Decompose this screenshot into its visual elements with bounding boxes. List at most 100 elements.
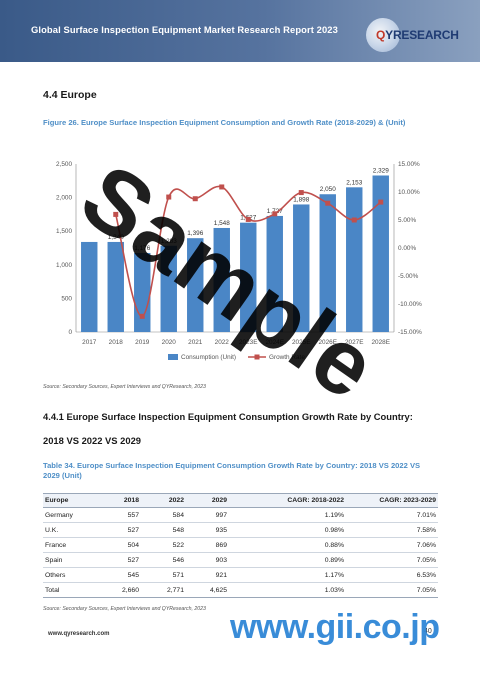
qyresearch-logo: QYRESEARCH <box>362 18 467 52</box>
table-cell: 545 <box>115 567 141 583</box>
table-row: U.K. 527 548 935 0.98% 7.58% <box>43 522 438 538</box>
y-right-tick-label: -10.00% <box>398 301 422 308</box>
table-cell: France <box>43 537 115 553</box>
table-cell: 869 <box>186 537 229 553</box>
growth-rate-marker <box>139 313 145 319</box>
growth-rate-marker <box>325 200 331 206</box>
table-cell: 584 <box>141 507 186 523</box>
table-source-note: Source: Secondary Sources, Expert Interv… <box>43 606 206 612</box>
table-header-row: Europe 2018 2022 2029 CAGR: 2018-2022 CA… <box>43 493 438 508</box>
chart-bar <box>213 227 230 332</box>
chart-svg: 0 500 1,000 1,500 2,000 2,500 -15.00% -10.00% -5… <box>56 161 422 361</box>
table-header-cell: CAGR: 2018-2022 <box>229 493 346 508</box>
table-cell: 1.17% <box>229 567 346 583</box>
x-tick-label: 2019 <box>135 339 150 346</box>
y-left-tick-label: 500 <box>61 295 72 302</box>
table-cell: 7.01% <box>346 507 438 523</box>
table-row: Spain 527 546 903 0.89% 7.05% <box>43 552 438 568</box>
footer-website-link[interactable]: www.qyresearch.com <box>48 631 110 637</box>
y-right-tick-label: 15.00% <box>398 161 420 168</box>
logo-globe-icon <box>366 18 400 52</box>
table-row: France 504 522 869 0.88% 7.06% <box>43 537 438 553</box>
table-header-cell: 2029 <box>186 493 229 508</box>
legend-bar-swatch <box>168 354 178 360</box>
growth-rate-line <box>114 185 382 318</box>
logo-text-prefix: Q <box>376 28 386 42</box>
chart-bar <box>319 194 336 332</box>
report-title: Global Surface Inspection Equipment Mark… <box>31 24 338 35</box>
bar-data-label: 1,898 <box>293 196 309 203</box>
y-right-tick-label: 10.00% <box>398 189 420 196</box>
watermark-url: www.gii.co.jp <box>230 608 440 646</box>
table-cell: 7.05% <box>346 582 438 598</box>
table-row: Germany 557 584 997 1.19% 7.01% <box>43 507 438 523</box>
x-tick-label: 2024E <box>266 339 284 346</box>
table-header-cell: 2022 <box>141 493 186 508</box>
chart-bar <box>107 241 124 332</box>
y-right-tick-label: -5.00% <box>398 273 419 280</box>
table-cell: 2,771 <box>141 582 186 598</box>
x-tick-label: 2026E <box>319 339 337 346</box>
growth-rate-marker <box>378 199 384 205</box>
bar-data-label: 1,283 <box>161 238 177 245</box>
table-cell: 1.19% <box>229 507 346 523</box>
y-right-tick-label: -15.00% <box>398 329 422 336</box>
table-cell: 557 <box>115 507 141 523</box>
growth-rate-marker <box>351 217 357 223</box>
x-tick-label: 2017 <box>82 339 97 346</box>
logo-text: QYRESEARCH <box>376 28 459 42</box>
x-tick-label: 2028E <box>372 339 390 346</box>
bar-data-label: 1,340 <box>108 234 124 241</box>
table-cell: 7.05% <box>346 552 438 568</box>
table-cell: 935 <box>186 522 229 538</box>
chart-bar <box>293 204 310 332</box>
table-cell: 7.58% <box>346 522 438 538</box>
growth-rate-marker <box>166 194 172 200</box>
subsection-title-line2: 2018 VS 2022 VS 2029 <box>43 435 141 446</box>
table-cell: 903 <box>186 552 229 568</box>
table-cell: 504 <box>115 537 141 553</box>
table-header-cell: 2018 <box>115 493 141 508</box>
legend-label: Growth Rate <box>269 354 305 361</box>
table-cell: 7.06% <box>346 537 438 553</box>
table-cell: 0.89% <box>229 552 346 568</box>
chart-bar <box>187 238 204 332</box>
table-row: Others 545 571 921 1.17% 6.53% <box>43 567 438 583</box>
table-total-row: Total 2,660 2,771 4,625 1.03% 7.05% <box>43 582 438 598</box>
subsection-title-line1: 4.4.1 Europe Surface Inspection Equipmen… <box>43 411 413 422</box>
chart-bar <box>266 215 283 332</box>
page-number: 40 <box>424 628 432 635</box>
x-tick-label: 2022 <box>215 339 230 346</box>
country-growth-table: Europe 2018 2022 2029 CAGR: 2018-2022 CA… <box>43 493 438 598</box>
table-cell: 997 <box>186 507 229 523</box>
table-header-cell: Europe <box>43 493 115 508</box>
table-cell: 6.53% <box>346 567 438 583</box>
chart-bar <box>372 175 389 332</box>
table-cell: 4,625 <box>186 582 229 598</box>
bar-data-label: 2,153 <box>346 179 362 186</box>
chart-bar <box>346 187 363 332</box>
table-cell: 1.03% <box>229 582 346 598</box>
table-cell: 0.88% <box>229 537 346 553</box>
table-cell: 921 <box>186 567 229 583</box>
bar-data-label: 2,050 <box>320 186 336 193</box>
bar-data-label: 1,176 <box>134 245 150 252</box>
table-cell: 2,660 <box>115 582 141 598</box>
x-tick-label: 2027E <box>345 339 363 346</box>
y-left-tick-label: 2,000 <box>56 195 72 202</box>
table-cell: 522 <box>141 537 186 553</box>
x-tick-label: 2018 <box>109 339 124 346</box>
y-left-tick-label: 0 <box>68 329 72 336</box>
table-cell: 527 <box>115 552 141 568</box>
x-tick-label: 2023E <box>239 339 257 346</box>
bar-data-label: 1,548 <box>214 220 230 227</box>
y-right-tick-label: 5.00% <box>398 217 416 224</box>
table-cell: Spain <box>43 552 115 568</box>
chart-source-note: Source: Secondary Sources, Expert Interv… <box>43 384 206 390</box>
y-right-tick-label: 0.00% <box>398 245 416 252</box>
growth-rate-marker <box>219 184 225 190</box>
bar-data-label: 1,396 <box>187 230 203 237</box>
growth-rate-marker <box>192 196 198 202</box>
x-tick-label: 2025E <box>292 339 310 346</box>
y-left-tick-label: 2,500 <box>56 161 72 168</box>
